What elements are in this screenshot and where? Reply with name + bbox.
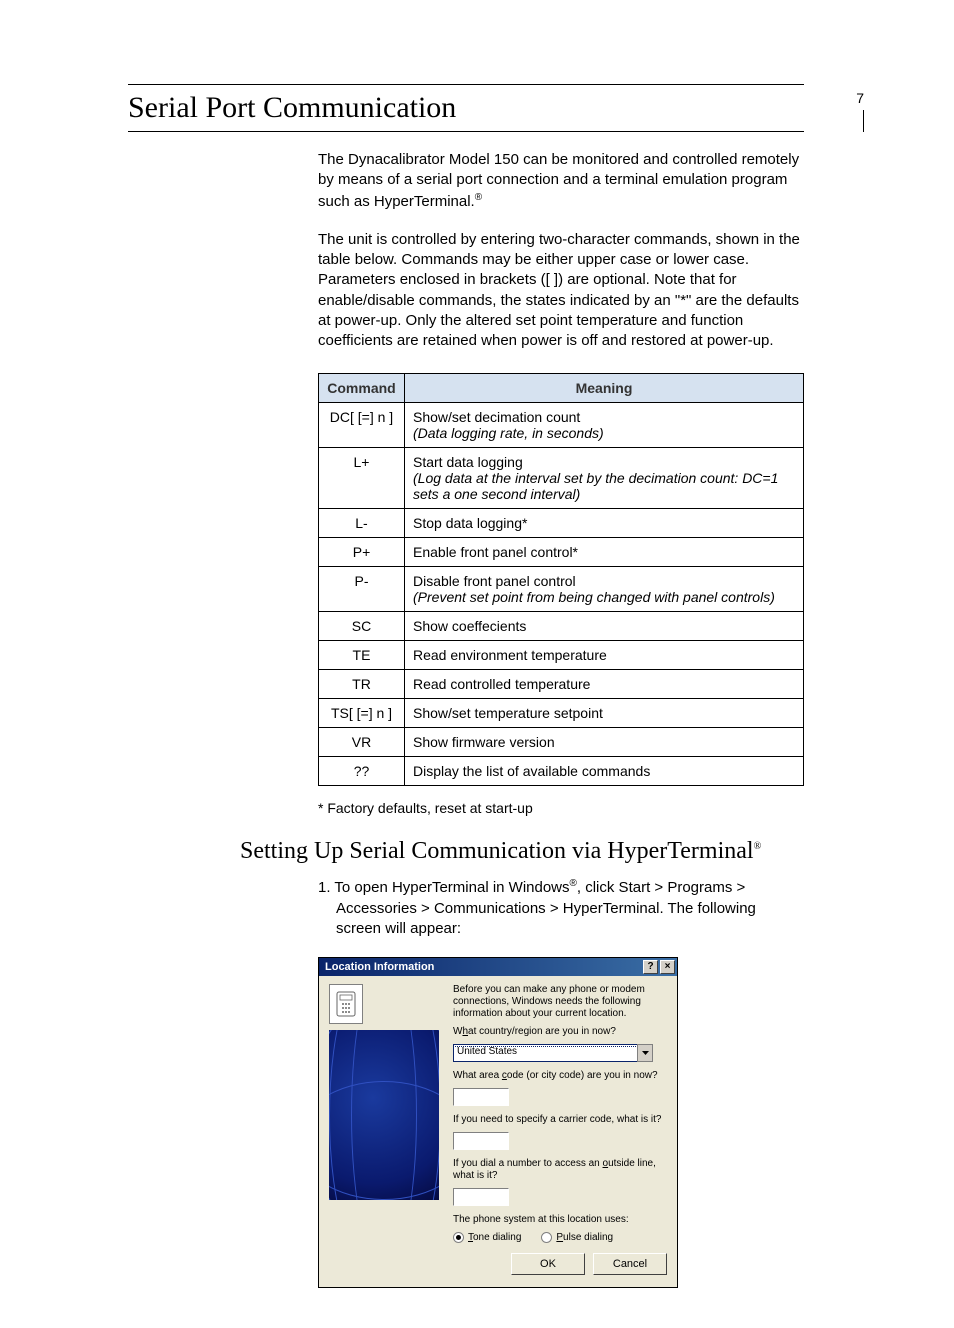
table-row: SCShow coeffecients bbox=[319, 612, 804, 641]
meaning-cell: Enable front panel control* bbox=[405, 538, 804, 567]
globe-icon bbox=[329, 1030, 439, 1200]
cancel-button[interactable]: Cancel bbox=[593, 1253, 667, 1275]
area-code-input[interactable] bbox=[453, 1088, 509, 1106]
dialog-title: Location Information bbox=[325, 961, 641, 973]
command-cell: TR bbox=[319, 670, 405, 699]
dialog-graphic-pane bbox=[329, 984, 439, 1249]
carrier-code-input[interactable] bbox=[453, 1132, 509, 1150]
table-row: TERead environment temperature bbox=[319, 641, 804, 670]
meaning-cell: Start data logging(Log data at the inter… bbox=[405, 448, 804, 509]
meaning-cell: Read environment temperature bbox=[405, 641, 804, 670]
meaning-cell: Show firmware version bbox=[405, 728, 804, 757]
step-1: 1. To open HyperTerminal in Windows®, cl… bbox=[318, 877, 804, 939]
subheading-text: Setting Up Serial Communication via Hype… bbox=[240, 838, 754, 864]
radio-selected-icon bbox=[453, 1232, 464, 1243]
meaning-cell: Display the list of available commands bbox=[405, 757, 804, 786]
command-cell: ?? bbox=[319, 757, 405, 786]
table-row: P+Enable front panel control* bbox=[319, 538, 804, 567]
meaning-cell: Show/set temperature setpoint bbox=[405, 699, 804, 728]
carrier-code-label: If you need to specify a carrier code, w… bbox=[453, 1114, 667, 1126]
phone-system-label: The phone system at this location uses: bbox=[453, 1214, 667, 1226]
command-cell: DC[ [=] n ] bbox=[319, 403, 405, 448]
registered-mark: ® bbox=[475, 192, 482, 203]
title-rule-top bbox=[128, 84, 804, 85]
phone-icon bbox=[329, 984, 363, 1024]
command-cell: P+ bbox=[319, 538, 405, 567]
command-cell: SC bbox=[319, 612, 405, 641]
dialog-intro-text: Before you can make any phone or modem c… bbox=[453, 984, 667, 1020]
ok-button[interactable]: OK bbox=[511, 1253, 585, 1275]
pulse-dialing-radio[interactable]: Pulse dialing bbox=[541, 1232, 613, 1243]
area-code-label: What area code (or city code) are you in… bbox=[453, 1070, 667, 1082]
intro-text-1: The Dynacalibrator Model 150 can be moni… bbox=[318, 151, 799, 210]
subheading: Setting Up Serial Communication via Hype… bbox=[240, 838, 864, 865]
table-footnote: * Factory defaults, reset at start-up bbox=[318, 800, 804, 816]
meaning-cell: Read controlled temperature bbox=[405, 670, 804, 699]
radio-unselected-icon bbox=[541, 1232, 552, 1243]
outside-line-label: If you dial a number to access an outsid… bbox=[453, 1158, 667, 1182]
table-row: DC[ [=] n ]Show/set decimation count(Dat… bbox=[319, 403, 804, 448]
table-row: L-Stop data logging* bbox=[319, 509, 804, 538]
tone-dialing-radio[interactable]: Tone dialing bbox=[453, 1232, 521, 1243]
command-cell: L- bbox=[319, 509, 405, 538]
table-row: ??Display the list of available commands bbox=[319, 757, 804, 786]
table-row: VRShow firmware version bbox=[319, 728, 804, 757]
col-header-meaning: Meaning bbox=[405, 374, 804, 403]
registered-mark: ® bbox=[754, 841, 762, 852]
step-1-text-a: 1. To open HyperTerminal in Windows bbox=[318, 879, 570, 896]
meaning-cell: Stop data logging* bbox=[405, 509, 804, 538]
command-cell: TE bbox=[319, 641, 405, 670]
close-button[interactable]: × bbox=[660, 960, 675, 974]
col-header-command: Command bbox=[319, 374, 405, 403]
table-row: P-Disable front panel control(Prevent se… bbox=[319, 567, 804, 612]
command-table: Command Meaning DC[ [=] n ]Show/set deci… bbox=[318, 373, 804, 786]
command-cell: VR bbox=[319, 728, 405, 757]
intro-paragraph-1: The Dynacalibrator Model 150 can be moni… bbox=[318, 150, 804, 212]
meaning-cell: Show/set decimation count(Data logging r… bbox=[405, 403, 804, 448]
help-button[interactable]: ? bbox=[643, 960, 658, 974]
meaning-cell: Disable front panel control(Prevent set … bbox=[405, 567, 804, 612]
country-label: What country/region are you in now? bbox=[453, 1026, 667, 1038]
dialog-titlebar: Location Information ? × bbox=[319, 958, 677, 976]
country-combobox[interactable]: United States bbox=[453, 1044, 653, 1062]
location-information-dialog: Location Information ? × bbox=[318, 957, 678, 1288]
outside-line-input[interactable] bbox=[453, 1188, 509, 1206]
table-row: TRRead controlled temperature bbox=[319, 670, 804, 699]
page-title: Serial Port Communication bbox=[128, 91, 864, 125]
meaning-cell: Show coeffecients bbox=[405, 612, 804, 641]
dropdown-arrow-icon[interactable] bbox=[637, 1044, 653, 1062]
title-rule-bottom bbox=[128, 131, 804, 132]
page-number-rule bbox=[863, 110, 864, 132]
table-row: L+Start data logging(Log data at the int… bbox=[319, 448, 804, 509]
table-row: TS[ [=] n ]Show/set temperature setpoint bbox=[319, 699, 804, 728]
country-value: United States bbox=[453, 1044, 637, 1062]
intro-paragraph-2: The unit is controlled by entering two-c… bbox=[318, 230, 804, 352]
command-cell: P- bbox=[319, 567, 405, 612]
registered-mark: ® bbox=[570, 878, 577, 889]
page-number: 7 bbox=[856, 90, 864, 106]
command-cell: L+ bbox=[319, 448, 405, 509]
command-cell: TS[ [=] n ] bbox=[319, 699, 405, 728]
